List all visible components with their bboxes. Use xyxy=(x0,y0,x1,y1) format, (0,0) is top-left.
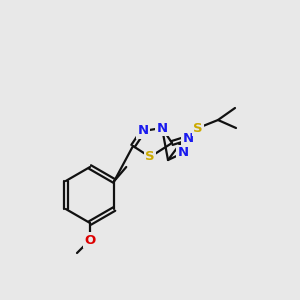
Text: S: S xyxy=(193,122,203,134)
Text: O: O xyxy=(84,233,96,247)
Text: S: S xyxy=(145,151,155,164)
Text: N: N xyxy=(137,124,148,137)
Text: O: O xyxy=(84,233,96,247)
Text: N: N xyxy=(182,131,194,145)
Text: N: N xyxy=(177,146,189,160)
Text: N: N xyxy=(156,122,168,134)
